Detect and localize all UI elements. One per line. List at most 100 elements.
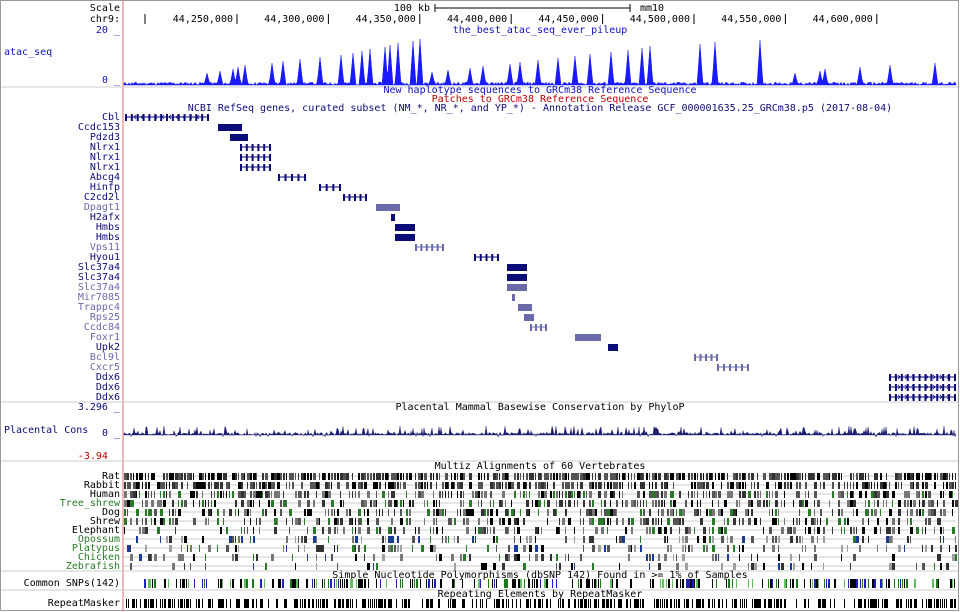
ruler-position: 44,400,000	[447, 14, 507, 25]
alignment-block	[139, 554, 142, 561]
scale-label: Scale	[90, 3, 120, 14]
alignment-block	[511, 482, 514, 489]
alignment-block	[271, 482, 274, 489]
alignment-block	[577, 473, 579, 480]
repeat-element	[198, 599, 200, 608]
alignment-block	[391, 473, 394, 480]
alignment-block	[508, 545, 510, 552]
alignment-block	[190, 563, 191, 570]
snp	[954, 579, 955, 588]
gene-label: Trappc4	[78, 302, 120, 313]
alignment-block	[652, 518, 654, 525]
repeat-element	[528, 599, 529, 608]
alignment-block	[424, 518, 425, 525]
alignment-block	[799, 509, 800, 516]
alignment-block	[580, 473, 583, 480]
alignment-block	[127, 545, 130, 552]
alignment-block	[163, 500, 166, 507]
alignment-block	[850, 473, 852, 480]
alignment-block	[364, 554, 365, 561]
alignment-block	[169, 536, 172, 543]
alignment-block	[682, 473, 685, 480]
alignment-block	[613, 509, 616, 516]
repeat-element	[538, 599, 540, 608]
alignment-block	[886, 536, 889, 543]
alignment-block	[712, 509, 715, 516]
alignment-block	[250, 509, 251, 516]
alignment-block	[829, 473, 830, 480]
repeat-element	[406, 599, 407, 608]
alignment-block	[727, 473, 728, 480]
alignment-block	[628, 518, 630, 525]
alignment-block	[274, 527, 277, 534]
alignment-block	[922, 509, 924, 516]
alignment-block	[352, 536, 354, 543]
alignment-block	[679, 518, 681, 525]
alignment-block	[244, 491, 246, 498]
alignment-block	[481, 527, 484, 534]
alignment-block	[472, 509, 474, 516]
alignment-block	[943, 500, 945, 507]
alignment-block	[169, 509, 170, 516]
repeat-element	[642, 599, 644, 608]
repeat-element	[946, 599, 947, 608]
gene-exon	[894, 384, 897, 391]
alignment-block	[169, 545, 172, 552]
alignment-block	[886, 518, 888, 525]
alignment-block	[439, 509, 442, 516]
gene-label: Slc37a4	[78, 262, 120, 273]
alignment-block	[670, 527, 672, 534]
alignment-block	[631, 518, 634, 525]
repeat-element	[678, 599, 680, 608]
snp	[834, 579, 836, 588]
alignment-block	[910, 500, 912, 507]
alignment-block	[919, 509, 921, 516]
alignment-block	[481, 482, 483, 489]
alignment-block	[175, 482, 178, 489]
alignment-block	[595, 527, 598, 534]
alignment-block	[286, 545, 287, 552]
alignment-block	[235, 554, 238, 561]
alignment-block	[694, 527, 695, 534]
ruler-position: 44,350,000	[356, 14, 416, 25]
snp	[194, 579, 195, 588]
alignment-block	[919, 500, 920, 507]
alignment-block	[604, 509, 607, 516]
alignment-block	[685, 500, 687, 507]
alignment-block	[334, 518, 337, 525]
alignment-block	[292, 518, 293, 525]
snp	[652, 579, 654, 588]
alignment-block	[175, 473, 178, 480]
alignment-block	[388, 536, 391, 543]
alignment-block	[160, 536, 161, 543]
strand-arrow	[147, 114, 151, 120]
snp	[768, 579, 769, 588]
repeat-element	[674, 599, 675, 608]
snp	[474, 579, 475, 588]
alignment-block	[454, 482, 455, 489]
alignment-block	[565, 473, 567, 480]
gene-exon	[269, 144, 271, 151]
snp	[182, 579, 184, 588]
alignment-block	[181, 500, 183, 507]
alignment-block	[520, 509, 521, 516]
alignment-block	[286, 500, 287, 507]
alignment-block	[544, 482, 546, 489]
alignment-block	[748, 518, 751, 525]
alignment-block	[955, 545, 957, 552]
repeat-element	[858, 599, 860, 608]
alignment-block	[298, 500, 301, 507]
alignment-block	[694, 482, 696, 489]
alignment-block	[835, 473, 837, 480]
alignment-block	[250, 491, 252, 498]
track-title: NCBI RefSeq genes, curated subset (NM_*,…	[188, 103, 892, 114]
alignment-block	[610, 518, 611, 525]
alignment-block	[886, 473, 887, 480]
alignment-block	[295, 473, 296, 480]
repeat-element	[756, 599, 758, 608]
gene-exon	[177, 114, 180, 121]
alignment-block	[910, 527, 913, 534]
snp	[416, 579, 418, 588]
track-min-label: -3.94 _	[78, 451, 121, 462]
repeat-element	[348, 599, 349, 608]
